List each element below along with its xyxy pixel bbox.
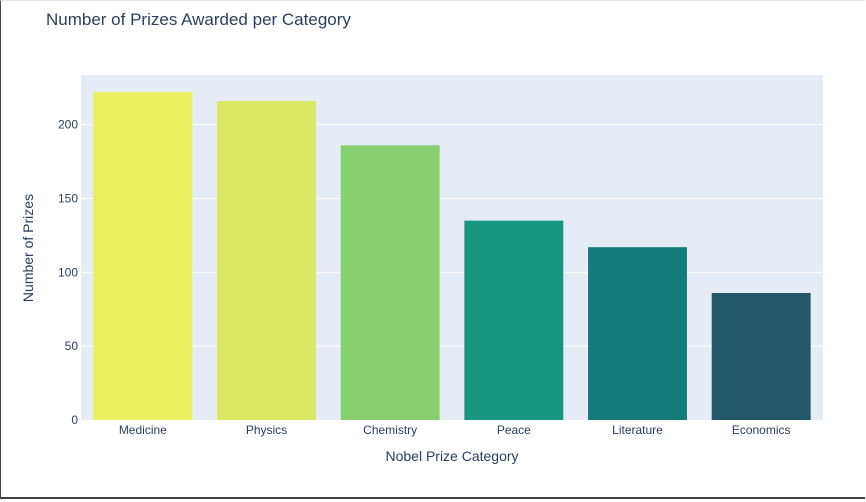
x-axis-label: Nobel Prize Category bbox=[385, 448, 518, 464]
y-tick-label: 100 bbox=[58, 265, 78, 279]
y-axis-ticks: 0 50 100 150 200 bbox=[58, 118, 78, 427]
x-tick-label: Literature bbox=[612, 423, 663, 437]
y-tick-label: 150 bbox=[58, 191, 78, 205]
x-tick-label: Peace bbox=[497, 423, 531, 437]
x-tick-label: Medicine bbox=[119, 423, 167, 437]
gridlines bbox=[81, 124, 823, 347]
y-axis-label: Number of Prizes bbox=[20, 194, 36, 302]
bars bbox=[93, 92, 811, 421]
bar-physics[interactable] bbox=[217, 100, 316, 420]
x-tick-label: Chemistry bbox=[363, 423, 417, 437]
y-tick-label: 50 bbox=[65, 339, 79, 353]
x-axis-ticks: Medicine Physics Chemistry Peace Literature E… bbox=[119, 423, 791, 437]
bar-literature[interactable] bbox=[588, 247, 687, 420]
chart-title: Number of Prizes Awarded per Category bbox=[46, 10, 351, 29]
bar-chemistry[interactable] bbox=[340, 145, 440, 420]
y-tick-label: 0 bbox=[71, 413, 78, 427]
x-tick-label: Physics bbox=[246, 423, 287, 437]
bar-peace[interactable] bbox=[464, 220, 564, 420]
bar-economics[interactable] bbox=[711, 292, 811, 420]
plot-area bbox=[81, 75, 823, 420]
y-tick-label: 200 bbox=[58, 118, 78, 132]
x-tick-label: Economics bbox=[732, 423, 791, 437]
bar-medicine[interactable] bbox=[93, 92, 193, 421]
